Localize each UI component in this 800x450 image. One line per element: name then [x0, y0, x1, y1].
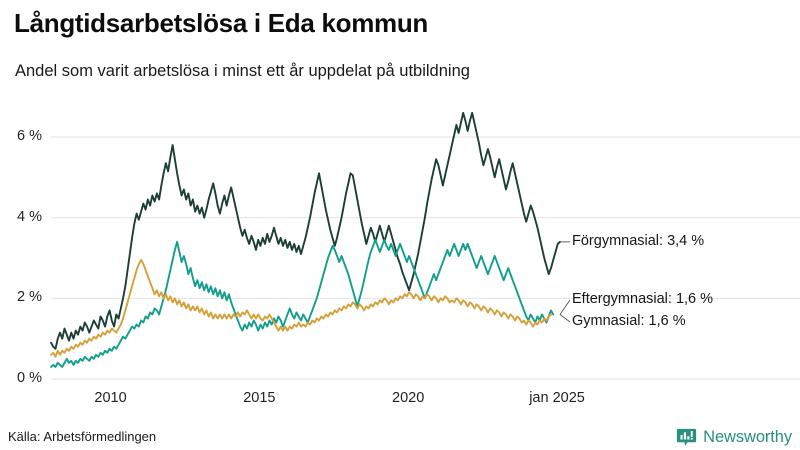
x-axis-tick-label: jan 2025	[529, 390, 585, 406]
newsworthy-logo: Newsworthy	[676, 427, 792, 448]
x-axis-tick-label: 2020	[392, 390, 425, 406]
y-axis-tick-label: 6 %	[17, 128, 42, 144]
y-axis-tick-label: 0 %	[17, 370, 42, 386]
x-axis-tick-label: 2015	[243, 390, 276, 406]
bar-chart-bubble-icon	[677, 428, 697, 446]
y-axis-tick-label: 4 %	[17, 208, 42, 225]
series-annotation-eftergymnasial: Eftergymnasial: 1,6 %	[572, 291, 714, 307]
y-axis-tick-label: 2 %	[17, 289, 42, 306]
source-note: Källa: Arbetsförmedlingen	[8, 429, 157, 444]
series-annotation-gymnasial: Gymnasial: 1,6 %	[572, 313, 686, 329]
page-title: Långtidsarbetslösa i Eda kommun	[14, 8, 429, 38]
page-subtitle: Andel som varit arbetslösa i minst ett å…	[15, 62, 470, 80]
x-axis-tick-label: 2010	[94, 390, 127, 406]
logo-wordmark: Newsworthy	[703, 428, 792, 446]
series-annotation-förgymnasial: Förgymnasial: 3,4 %	[572, 232, 705, 249]
